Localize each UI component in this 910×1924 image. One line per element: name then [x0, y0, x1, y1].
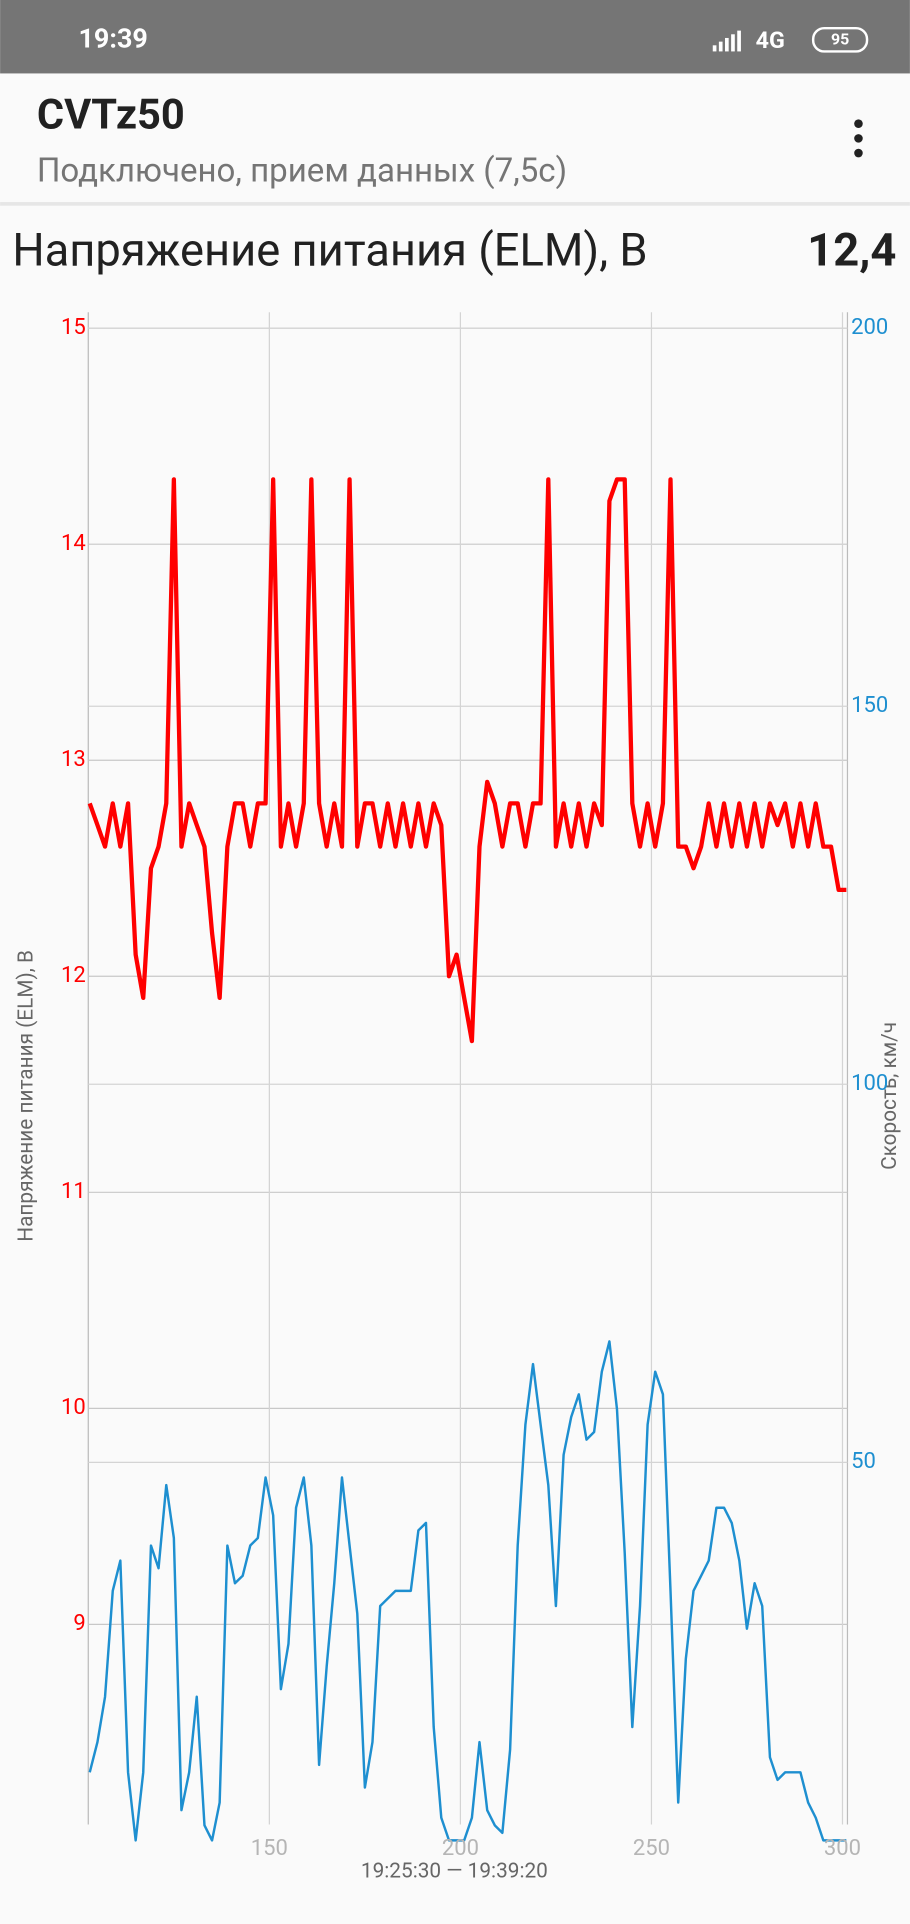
y2-tick-label: 100: [851, 1071, 888, 1096]
y-tick-label: 11: [61, 1179, 86, 1204]
data-line: [88, 1340, 847, 1842]
x-tick-label: 200: [442, 1836, 479, 1861]
y2-tick-label: 150: [851, 693, 888, 718]
y-tick-label: 15: [61, 315, 86, 340]
app-bar-shadow: [0, 202, 910, 206]
y2-axis-title: Скорость, км/ч: [878, 1022, 902, 1170]
tick-labels: 9 10 11 12 13 14 15 50 100 150 200 150 200 250 300: [61, 315, 888, 1861]
x-tick-label: 150: [251, 1836, 288, 1861]
x-axis-title: 19:25:30 — 19:39:20: [361, 1860, 548, 1884]
y-tick-label: 13: [61, 747, 86, 772]
x-tick-label: 300: [824, 1836, 861, 1861]
y-tick-label: 12: [61, 963, 86, 988]
status-time: 19:39: [78, 23, 147, 55]
status-bar: [0, 0, 910, 74]
y2-tick-label: 50: [851, 1449, 876, 1474]
app-bar: [0, 73, 910, 203]
y2-tick-label: 200: [851, 315, 888, 340]
y-tick-label: 9: [73, 1611, 85, 1636]
menu-button[interactable]: [854, 119, 863, 158]
parameter-value: 12,4: [807, 224, 896, 277]
app-subtitle: Подключено, прием данных (7,5с): [37, 151, 567, 190]
battery-level: 95: [831, 30, 849, 49]
signal-icon: [712, 30, 741, 52]
y-tick-label: 14: [61, 531, 86, 556]
y-tick-label: 10: [61, 1395, 86, 1420]
app-title: CVTz50: [37, 91, 185, 140]
plot: [87, 477, 847, 1842]
grid: [87, 312, 849, 1825]
battery-icon: [811, 26, 869, 53]
network-type: 4G: [756, 26, 785, 54]
x-tick-label: 250: [633, 1836, 670, 1861]
y-axis-title: Напряжение питания (ELM), В: [15, 950, 39, 1242]
parameter-label: Напряжение питания (ELM), В: [12, 224, 647, 277]
data-line: [87, 477, 847, 1044]
chart: Напряжение питания (ELM), В Скорость, км…: [15, 312, 902, 1884]
